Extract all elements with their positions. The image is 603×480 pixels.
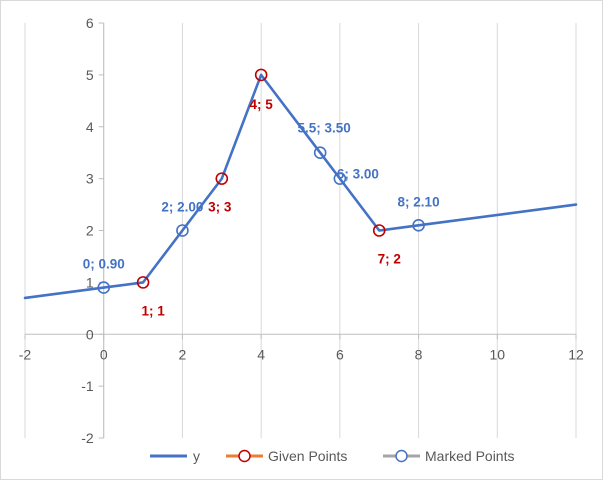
y-tick-label-4: 4 xyxy=(86,119,94,135)
x-tick-label--2: -2 xyxy=(19,346,32,362)
legend-item-given-points: Given Points xyxy=(226,448,347,464)
series-line-y xyxy=(23,73,578,300)
marked-point-label-2: 5.5; 3.50 xyxy=(298,121,351,136)
marked-point-3 xyxy=(333,172,347,185)
legend-label-marked-points: Marked Points xyxy=(425,448,514,464)
marked-point-label-0: 0; 0.90 xyxy=(83,257,125,272)
marked-point-1 xyxy=(176,224,189,237)
y-tick-label--2: -2 xyxy=(81,430,94,446)
given-point-label-2: 4; 5 xyxy=(250,97,274,112)
legend: y Given Points Marked Points xyxy=(150,448,514,464)
given-point-2 xyxy=(254,68,268,82)
x-tick-label-12: 12 xyxy=(568,346,584,362)
data-labels: 1; 1 3; 3 4; 5 7; 2 0; 0.90 2; 2.00 5.5; 3.50 6… xyxy=(83,97,440,319)
series-lines xyxy=(23,73,578,300)
y-tick-label-2: 2 xyxy=(86,223,94,239)
marked-point-4 xyxy=(412,219,425,232)
legend-label-given-points: Given Points xyxy=(268,448,347,464)
given-point-3 xyxy=(372,224,386,237)
legend-item-y: y xyxy=(150,448,200,464)
marked-point-0 xyxy=(97,281,111,294)
y-tick-label-0: 0 xyxy=(86,326,94,342)
legend-marker-marked xyxy=(395,449,408,463)
given-point-0 xyxy=(136,276,150,289)
given-point-label-1: 3; 3 xyxy=(208,200,232,215)
given-point-label-3: 7; 2 xyxy=(378,252,401,267)
marked-point-label-1: 2; 2.00 xyxy=(161,200,203,215)
given-point-1 xyxy=(215,172,229,185)
marked-point-label-4: 8; 2.10 xyxy=(398,194,440,209)
marked-point-2 xyxy=(313,146,327,159)
x-tick-label-10: 10 xyxy=(489,346,505,362)
series-markers xyxy=(97,68,425,294)
legend-label-y: y xyxy=(193,448,200,464)
x-tick-label-6: 6 xyxy=(336,346,344,362)
marked-point-label-3: 6; 3.00 xyxy=(337,167,379,182)
given-point-label-0: 1; 1 xyxy=(141,303,165,318)
legend-item-marked-points: Marked Points xyxy=(383,448,514,464)
legend-marker-given xyxy=(238,449,251,463)
y-tick-label-6: 6 xyxy=(86,15,94,31)
x-tick-label-8: 8 xyxy=(415,346,423,362)
axes xyxy=(24,22,577,439)
y-tick-label-3: 3 xyxy=(86,171,94,187)
x-tick-label-0: 0 xyxy=(100,346,108,362)
x-tick-label-2: 2 xyxy=(179,346,187,362)
grid-lines xyxy=(24,23,577,438)
y-tick-label-5: 5 xyxy=(86,67,94,83)
x-tick-label-4: 4 xyxy=(257,346,265,362)
y-tick-label-1: 1 xyxy=(86,274,94,290)
y-tick-label--1: -1 xyxy=(81,378,94,394)
